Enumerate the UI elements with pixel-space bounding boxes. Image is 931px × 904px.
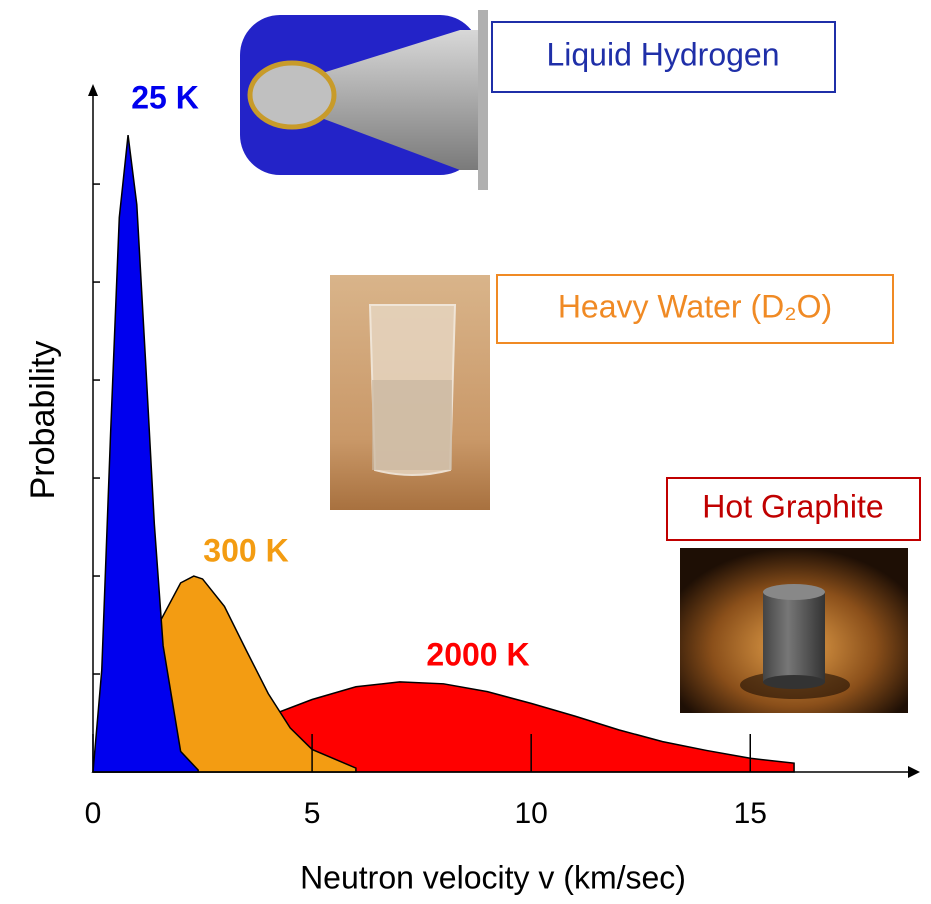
x-tick-label: 0 xyxy=(85,797,102,830)
x-arrow xyxy=(908,766,920,778)
source-label: Heavy Water (D₂O) xyxy=(558,288,832,324)
graphite-image xyxy=(680,548,908,713)
x-tick-label: 5 xyxy=(304,797,321,830)
chart: 0 5 10 15 Probability Neutron velocity v (k… xyxy=(0,0,931,899)
curve-label: 2000 K xyxy=(426,636,529,672)
water-image xyxy=(330,275,490,510)
x-axis-label: Neutron velocity v (km/sec) xyxy=(300,859,686,895)
y-arrow xyxy=(88,84,98,96)
x-tick-label: 10 xyxy=(514,797,547,830)
plot-area: 0 5 10 15 xyxy=(85,84,920,830)
y-axis-label: Probability xyxy=(24,341,62,500)
x-tick-label: 15 xyxy=(734,797,767,830)
curve-label: 300 K xyxy=(203,532,288,568)
curve-label: 25 K xyxy=(131,79,199,115)
source-label: Hot Graphite xyxy=(702,488,883,524)
hydrogen-image xyxy=(240,10,488,190)
source-label: Liquid Hydrogen xyxy=(546,36,779,72)
